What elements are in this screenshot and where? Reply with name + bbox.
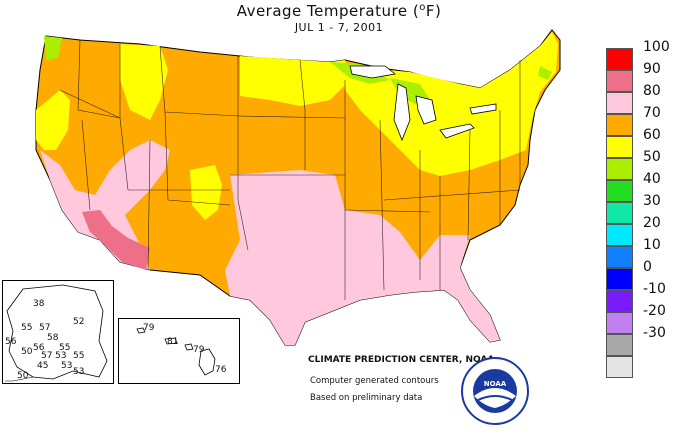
svg-text:NOAA: NOAA	[484, 380, 507, 388]
lake-erie	[439, 123, 475, 139]
region-rose-lower-colorado-river	[82, 210, 150, 270]
legend-swatch	[606, 70, 633, 92]
legend-label: 80	[643, 83, 661, 99]
station-value: 53	[73, 367, 85, 377]
region-yellow-northern-california	[36, 90, 70, 150]
station-value: 79	[193, 345, 205, 355]
legend-label: 50	[643, 149, 661, 165]
map-subtitle: JUL 1 - 7, 2001	[294, 21, 384, 34]
legend-label: -30	[643, 325, 666, 341]
station-value: 76	[215, 365, 227, 375]
station-value: 53	[55, 351, 67, 361]
legend-swatch	[606, 246, 633, 268]
legend-swatch	[606, 48, 633, 70]
legend-label: 100	[643, 39, 670, 55]
station-value: 79	[143, 323, 155, 333]
legend-swatch	[606, 290, 633, 312]
station-value: 52	[73, 317, 85, 327]
noaa-logo: NOAA	[461, 357, 529, 425]
legend-swatch	[606, 92, 633, 114]
station-value: 38	[33, 299, 45, 309]
lake-superior	[349, 65, 396, 79]
region-yellow-great-lakes-east	[340, 32, 558, 176]
legend-swatch	[606, 312, 633, 334]
region-pink-southwest	[40, 140, 170, 270]
region-yellow-colorado	[190, 165, 222, 220]
credit-organization: CLIMATE PREDICTION CENTER, NOAA	[308, 355, 495, 365]
legend-swatch	[606, 158, 633, 180]
station-value: 56	[33, 343, 45, 353]
legend-label: 60	[643, 127, 661, 143]
station-value: 45	[37, 361, 49, 371]
credit-line-2: Based on preliminary data	[310, 393, 423, 403]
map-title: Average Temperature (oF)	[236, 2, 442, 20]
station-value: 56	[5, 337, 17, 347]
legend-label: 10	[643, 237, 661, 253]
legend-swatch	[606, 202, 633, 224]
region-yellow-idaho-mountains	[120, 44, 168, 120]
legend-swatch	[606, 136, 633, 158]
legend-swatch	[606, 334, 633, 356]
alaska-outline	[5, 284, 108, 382]
credit-line-1: Computer generated contours	[310, 376, 439, 386]
region-yellow-north-central	[240, 56, 350, 106]
hawaii-inset: 79 81 79 76	[118, 318, 240, 384]
lake-michigan	[393, 83, 411, 142]
region-pink-south-central	[225, 170, 500, 345]
legend-label: 20	[643, 215, 661, 231]
region-green-washington	[44, 36, 62, 60]
legend-swatch	[606, 356, 633, 378]
region-green-maine	[538, 66, 552, 80]
station-value: 57	[39, 323, 51, 333]
station-value: 58	[47, 333, 59, 343]
station-value: 55	[73, 351, 85, 361]
legend-label: 90	[643, 61, 661, 77]
legend-label: 0	[643, 259, 652, 275]
alaska-inset: 38 55 57 52 58 56 50 56 55 57 53 55 45 5…	[2, 280, 114, 384]
station-value: 50	[17, 371, 29, 381]
legend-label: 30	[643, 193, 661, 209]
legend-swatch	[606, 224, 633, 246]
station-value: 53	[61, 361, 73, 371]
station-value: 55	[21, 323, 33, 333]
legend-swatch	[606, 180, 633, 202]
legend-label: -20	[643, 303, 666, 319]
legend-label: -10	[643, 281, 666, 297]
station-value: 57	[41, 351, 53, 361]
station-value: 55	[59, 343, 71, 353]
legend-swatch	[606, 114, 633, 136]
legend-swatch	[606, 268, 633, 290]
legend-label: 70	[643, 105, 661, 121]
station-value: 50	[21, 347, 33, 357]
station-value: 81	[167, 337, 179, 347]
legend-label: 40	[643, 171, 661, 187]
state-borders	[59, 39, 521, 300]
lake-huron	[415, 95, 437, 125]
hawaii-islands	[136, 327, 216, 376]
lake-ontario	[469, 103, 497, 115]
